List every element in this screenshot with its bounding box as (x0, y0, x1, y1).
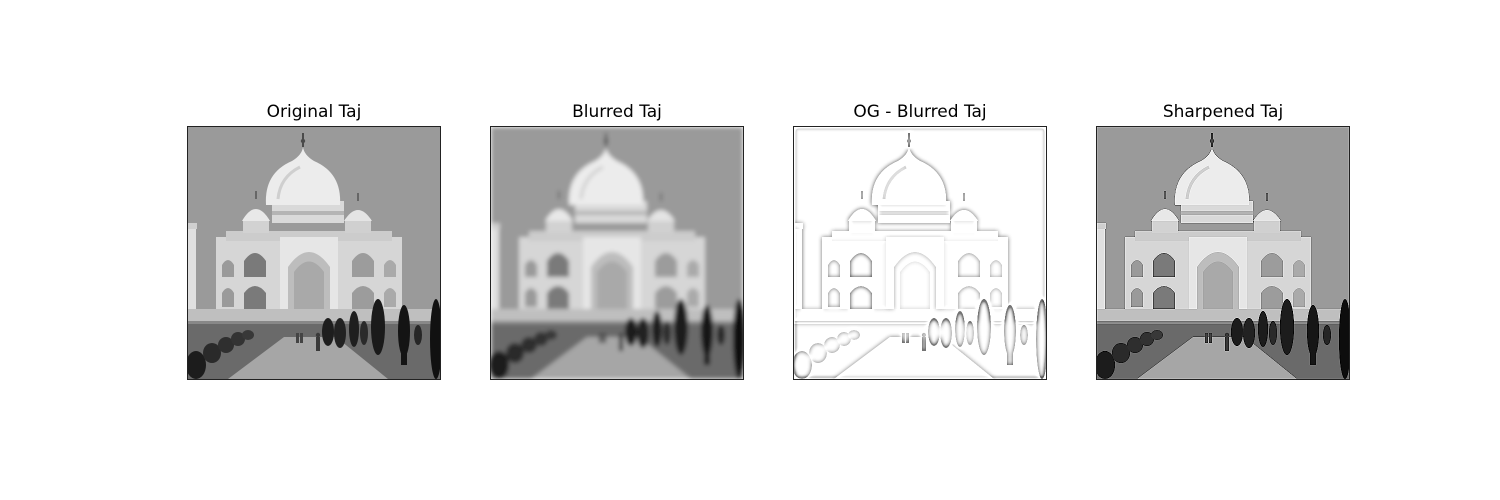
taj-image-sharpened (1097, 127, 1349, 379)
taj-image-difference (794, 127, 1046, 379)
image-frame (793, 126, 1047, 380)
panel-title: OG - Blurred Taj (853, 102, 987, 122)
panel-blurred: Blurred Taj (490, 100, 744, 380)
taj-image-original (188, 127, 440, 379)
image-frame (1096, 126, 1350, 380)
panel-title: Sharpened Taj (1162, 102, 1284, 122)
panel-original: Original Taj (187, 100, 441, 380)
panel-sharpened: Sharpened Taj (1096, 100, 1350, 380)
image-frame (187, 126, 441, 380)
panel-title: Blurred Taj (572, 102, 662, 122)
taj-image-blurred (491, 127, 743, 379)
panel-difference: OG - Blurred Taj (793, 100, 1047, 380)
panel-title: Original Taj (266, 102, 362, 122)
image-frame (490, 126, 744, 380)
